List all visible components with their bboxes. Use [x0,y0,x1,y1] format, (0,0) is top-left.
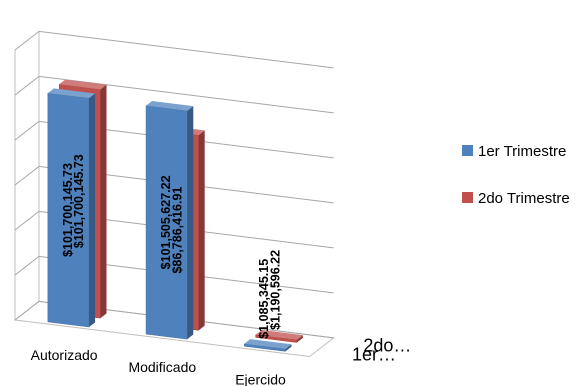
gridline [14,165,334,204]
tick-labels: Autorizado Modificado Ejercido 1er…2do… [31,335,412,386]
gridline [14,210,334,249]
legend-item-1: 1er Trimestre [462,140,580,163]
gridline [14,30,334,69]
bar-top-face [59,79,107,90]
bar-2-3 [255,330,303,343]
data-label-1-3: $1,085,345.15 [257,259,271,339]
bar-top-face [255,330,303,340]
gridlines [14,30,334,339]
category-label-3: Ejercido [235,371,286,386]
data-labels: $101,700,145.73 $86,786,416.91 $1,190,596.… [61,154,283,339]
gridline [14,255,334,294]
depth-label-1: 1er… [352,344,396,364]
category-label-2: Modificado [128,359,196,375]
bar-top-face [146,101,194,111]
bar-top-face [244,339,292,349]
gridline [14,75,334,114]
bar-marks [47,79,303,352]
data-label-1-1: $101,700,145.73 [61,163,75,257]
bar-1-2 [145,101,194,340]
category-label-1: Autorizado [31,347,98,363]
bar-side-face [100,84,107,319]
legend-label-1: 1er Trimestre [478,143,567,160]
data-label-1-2: $101,505,627.22 [159,175,173,269]
bar-side-face [187,106,194,340]
bar-1-3 [243,339,292,352]
gridline [14,300,334,339]
bar-top-face [47,88,96,99]
bar-1-1 [47,88,96,328]
legend-swatch-2 [462,192,473,203]
bar-side-face [198,130,205,331]
legend-swatch-1 [462,145,473,156]
legend-item-2: 2do Trimestre [462,187,580,210]
legend-label-2: 2do Trimestre [478,190,570,207]
bar-side-face [296,335,303,343]
bar-side-face [285,344,292,352]
data-label-2-1: $101,700,145.73 [72,154,86,248]
bar-side-face [89,93,96,328]
legend: 1er Trimestre 2do Trimestre [462,140,580,234]
depth-label-2: 2do… [363,335,411,355]
data-label-2-2: $86,786,416.91 [170,187,184,274]
data-label-2-3: $1,190,596.22 [269,250,283,330]
gridline [14,120,334,159]
